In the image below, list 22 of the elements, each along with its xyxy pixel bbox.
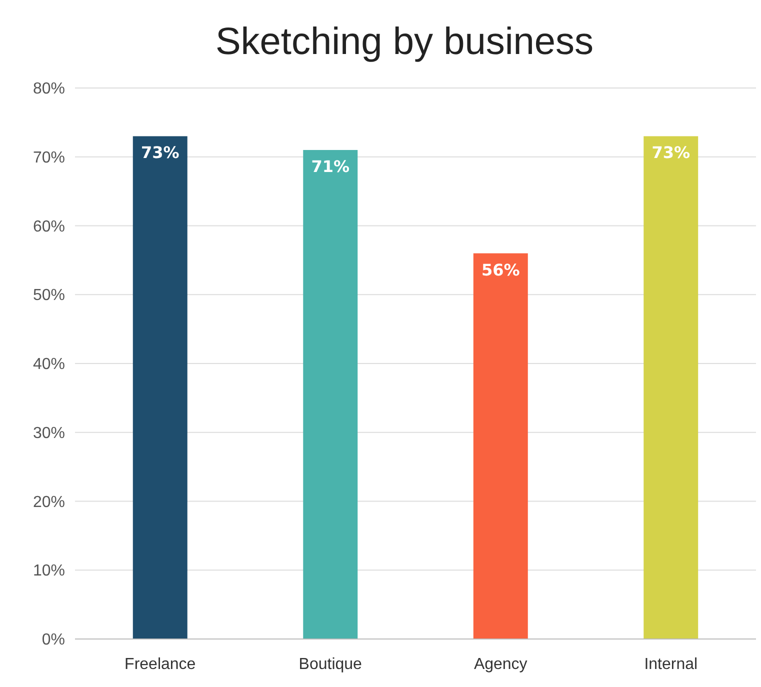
y-tick-label: 70% [32, 149, 65, 166]
data-label: 56% [481, 260, 520, 280]
bar [303, 150, 358, 639]
x-tick-label: Internal [644, 656, 698, 673]
y-tick-label: 0% [42, 632, 65, 649]
y-tick-label: 60% [32, 218, 65, 236]
y-tick-label: 20% [32, 494, 65, 511]
data-label: 71% [311, 156, 350, 176]
data-label: 73% [140, 143, 180, 162]
y-tick-label: 40% [32, 356, 65, 374]
y-tick-label: 10% [32, 562, 65, 580]
y-tick-label: 80% [32, 80, 65, 98]
bar [644, 136, 698, 639]
x-tick-label: Freelance [124, 656, 196, 673]
x-tick-label: Agency [474, 656, 528, 673]
y-tick-label: 30% [32, 424, 65, 442]
chart-title: Sketching by business [215, 21, 594, 63]
bar [132, 136, 188, 639]
data-label: 73% [652, 143, 690, 162]
y-tick-label: 50% [32, 287, 65, 304]
bar [473, 253, 528, 639]
x-tick-label: Boutique [298, 656, 362, 673]
